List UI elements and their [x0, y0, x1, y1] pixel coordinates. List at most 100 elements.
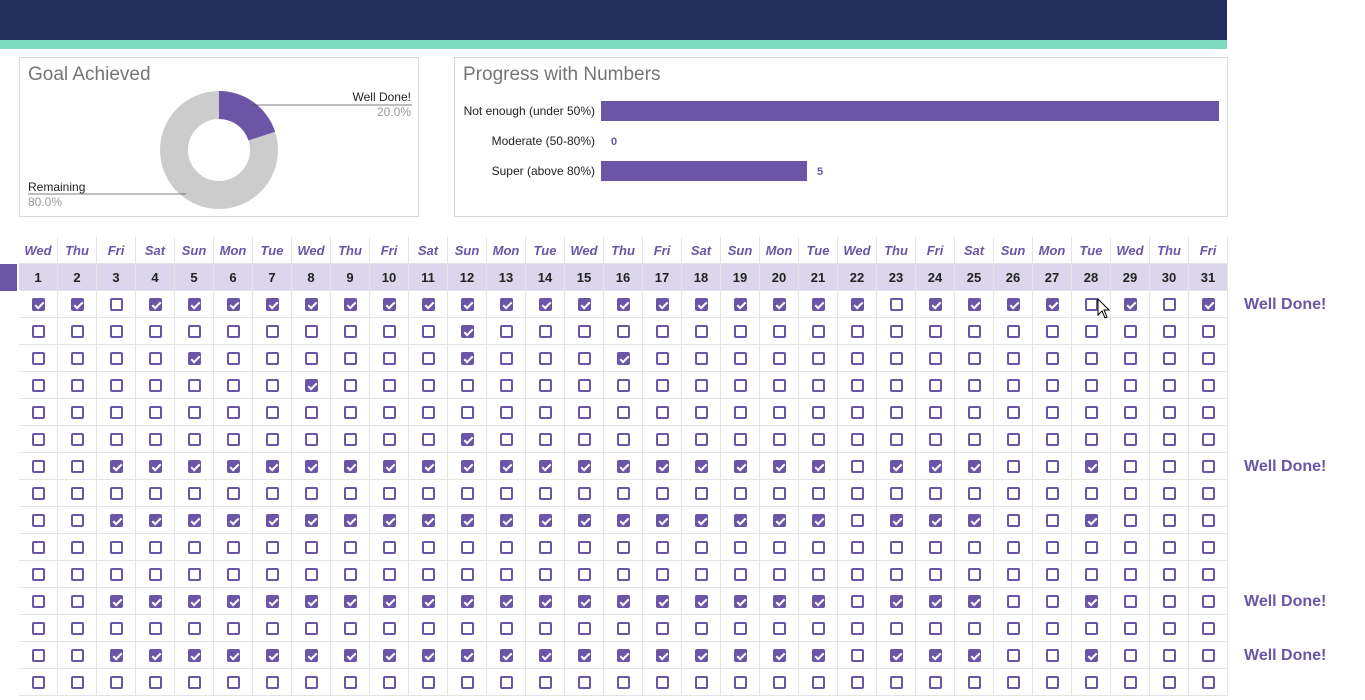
- checkbox-checked[interactable]: [1084, 648, 1098, 662]
- checkbox[interactable]: [1045, 594, 1059, 608]
- checkbox[interactable]: [70, 324, 84, 338]
- checkbox[interactable]: [343, 351, 357, 365]
- checkbox[interactable]: [265, 432, 279, 446]
- checkbox[interactable]: [1201, 648, 1215, 662]
- checkbox[interactable]: [733, 378, 747, 392]
- checkbox[interactable]: [421, 378, 435, 392]
- checkbox[interactable]: [304, 675, 318, 689]
- checkbox[interactable]: [31, 540, 45, 554]
- checkbox[interactable]: [1162, 378, 1176, 392]
- checkbox[interactable]: [304, 351, 318, 365]
- checkbox[interactable]: [1045, 351, 1059, 365]
- checkbox-checked[interactable]: [1045, 297, 1059, 311]
- checkbox[interactable]: [382, 324, 396, 338]
- checkbox[interactable]: [1045, 648, 1059, 662]
- checkbox[interactable]: [31, 405, 45, 419]
- checkbox[interactable]: [421, 486, 435, 500]
- checkbox[interactable]: [694, 378, 708, 392]
- checkbox[interactable]: [70, 432, 84, 446]
- checkbox[interactable]: [655, 540, 669, 554]
- checkbox-checked[interactable]: [343, 459, 357, 473]
- checkbox[interactable]: [70, 378, 84, 392]
- checkbox[interactable]: [928, 540, 942, 554]
- checkbox-checked[interactable]: [733, 459, 747, 473]
- checkbox-checked[interactable]: [694, 594, 708, 608]
- checkbox[interactable]: [187, 324, 201, 338]
- checkbox-checked[interactable]: [889, 459, 903, 473]
- checkbox-checked[interactable]: [577, 513, 591, 527]
- checkbox-checked[interactable]: [772, 459, 786, 473]
- checkbox-checked[interactable]: [1084, 513, 1098, 527]
- checkbox-checked[interactable]: [928, 648, 942, 662]
- checkbox[interactable]: [1123, 486, 1137, 500]
- checkbox-checked[interactable]: [460, 432, 474, 446]
- checkbox[interactable]: [733, 567, 747, 581]
- checkbox[interactable]: [382, 378, 396, 392]
- checkbox[interactable]: [967, 378, 981, 392]
- checkbox[interactable]: [31, 567, 45, 581]
- checkbox[interactable]: [850, 540, 864, 554]
- checkbox-checked[interactable]: [382, 459, 396, 473]
- checkbox[interactable]: [694, 621, 708, 635]
- checkbox-checked[interactable]: [148, 513, 162, 527]
- checkbox[interactable]: [694, 405, 708, 419]
- checkbox[interactable]: [148, 432, 162, 446]
- checkbox[interactable]: [226, 567, 240, 581]
- checkbox[interactable]: [70, 621, 84, 635]
- checkbox-checked[interactable]: [226, 513, 240, 527]
- checkbox[interactable]: [1123, 594, 1137, 608]
- checkbox-checked[interactable]: [499, 594, 513, 608]
- checkbox[interactable]: [70, 405, 84, 419]
- checkbox[interactable]: [1201, 405, 1215, 419]
- checkbox-checked[interactable]: [850, 297, 864, 311]
- checkbox-checked[interactable]: [421, 513, 435, 527]
- checkbox[interactable]: [655, 432, 669, 446]
- checkbox[interactable]: [1201, 459, 1215, 473]
- checkbox-checked[interactable]: [421, 459, 435, 473]
- checkbox[interactable]: [31, 324, 45, 338]
- checkbox[interactable]: [1201, 594, 1215, 608]
- checkbox[interactable]: [850, 405, 864, 419]
- checkbox[interactable]: [421, 351, 435, 365]
- checkbox[interactable]: [499, 486, 513, 500]
- checkbox[interactable]: [1201, 378, 1215, 392]
- checkbox[interactable]: [1123, 459, 1137, 473]
- checkbox[interactable]: [1045, 378, 1059, 392]
- checkbox[interactable]: [967, 432, 981, 446]
- checkbox-checked[interactable]: [187, 297, 201, 311]
- checkbox[interactable]: [733, 405, 747, 419]
- checkbox[interactable]: [967, 351, 981, 365]
- checkbox-checked[interactable]: [265, 459, 279, 473]
- checkbox-checked[interactable]: [148, 594, 162, 608]
- checkbox[interactable]: [811, 540, 825, 554]
- checkbox[interactable]: [577, 486, 591, 500]
- checkbox-checked[interactable]: [733, 297, 747, 311]
- checkbox[interactable]: [226, 351, 240, 365]
- checkbox[interactable]: [1045, 405, 1059, 419]
- checkbox[interactable]: [1201, 486, 1215, 500]
- checkbox[interactable]: [811, 324, 825, 338]
- checkbox-checked[interactable]: [694, 648, 708, 662]
- checkbox[interactable]: [694, 675, 708, 689]
- checkbox-checked[interactable]: [304, 594, 318, 608]
- checkbox[interactable]: [889, 540, 903, 554]
- checkbox[interactable]: [109, 351, 123, 365]
- checkbox[interactable]: [538, 486, 552, 500]
- checkbox-checked[interactable]: [538, 459, 552, 473]
- checkbox-checked[interactable]: [655, 594, 669, 608]
- checkbox[interactable]: [304, 486, 318, 500]
- checkbox[interactable]: [850, 567, 864, 581]
- checkbox[interactable]: [889, 351, 903, 365]
- checkbox[interactable]: [928, 378, 942, 392]
- checkbox[interactable]: [1045, 459, 1059, 473]
- checkbox[interactable]: [1162, 432, 1176, 446]
- checkbox[interactable]: [811, 405, 825, 419]
- checkbox[interactable]: [967, 540, 981, 554]
- checkbox[interactable]: [1006, 378, 1020, 392]
- checkbox-checked[interactable]: [616, 297, 630, 311]
- checkbox[interactable]: [655, 486, 669, 500]
- checkbox-checked[interactable]: [733, 513, 747, 527]
- checkbox[interactable]: [382, 675, 396, 689]
- checkbox[interactable]: [772, 324, 786, 338]
- checkbox[interactable]: [538, 540, 552, 554]
